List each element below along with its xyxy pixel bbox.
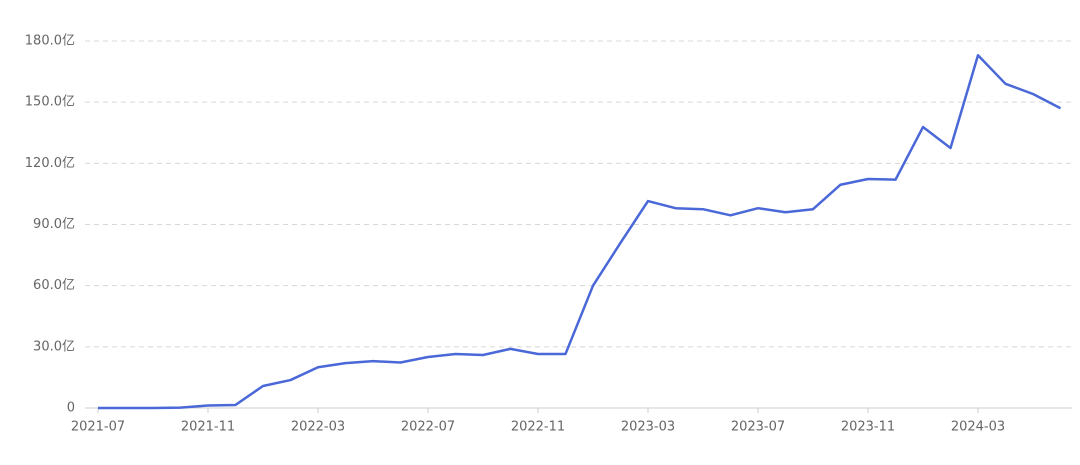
y-tick-label: 0 xyxy=(67,401,75,416)
x-tick-label: 2021-07 xyxy=(71,420,125,435)
x-tick-label: 2022-07 xyxy=(401,420,455,435)
data-line xyxy=(98,54,1062,410)
y-tick-label: 150.0亿 xyxy=(25,95,75,110)
y-tick-label: 30.0亿 xyxy=(33,339,75,354)
x-tick-label: 2021-11 xyxy=(181,420,235,435)
y-tick-label: 120.0亿 xyxy=(25,156,75,171)
x-tick-label: 2022-11 xyxy=(511,420,565,435)
y-tick-label: 90.0亿 xyxy=(33,217,75,232)
y-tick-label: 60.0亿 xyxy=(33,278,75,293)
x-tick-label: 2023-11 xyxy=(841,420,895,435)
x-tick-label: 2022-03 xyxy=(291,420,345,435)
y-tick-label: 180.0亿 xyxy=(25,34,75,49)
x-tick-label: 2024-03 xyxy=(951,420,1005,435)
x-tick-label: 2023-03 xyxy=(621,420,675,435)
x-tick-label: 2023-07 xyxy=(731,420,785,435)
